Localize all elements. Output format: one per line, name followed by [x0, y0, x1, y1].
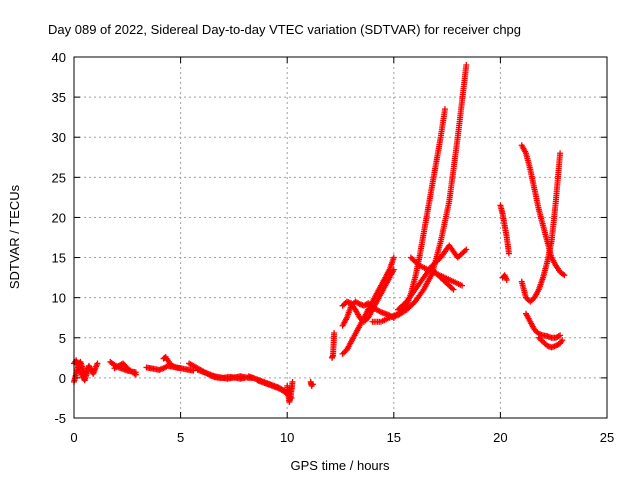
- y-tick-label: 15: [52, 251, 66, 266]
- x-axis-label: GPS time / hours: [291, 458, 390, 473]
- data-point: [441, 106, 448, 113]
- data-point: [289, 378, 296, 385]
- data-point: [450, 286, 457, 293]
- y-tick-label: 25: [52, 170, 66, 185]
- data-point: [390, 266, 397, 273]
- x-tick-label: 0: [70, 430, 77, 445]
- data-point: [557, 332, 564, 339]
- y-axis-ticks: -5 0 5 10 15 20 25 30 35 40: [52, 50, 607, 426]
- x-axis-ticks: 0 5 10 15 20 25: [70, 57, 614, 445]
- data-point: [505, 250, 512, 257]
- x-tick-label: 15: [387, 430, 401, 445]
- plot-frame: [73, 56, 608, 419]
- chart-title: Day 089 of 2022, Sidereal Day-to-day VTE…: [48, 22, 521, 37]
- y-tick-label: 0: [59, 371, 66, 386]
- data-point: [390, 254, 397, 261]
- x-tick-label: 5: [177, 430, 184, 445]
- grid: [74, 57, 607, 418]
- y-tick-label: 35: [52, 90, 66, 105]
- data-points: [71, 62, 568, 405]
- x-tick-label: 25: [600, 430, 614, 445]
- y-tick-label: 30: [52, 130, 66, 145]
- data-point: [331, 329, 338, 336]
- y-tick-label: -5: [54, 411, 66, 426]
- data-point: [503, 277, 510, 284]
- x-tick-label: 20: [493, 430, 507, 445]
- data-point: [561, 272, 568, 279]
- data-point: [309, 381, 316, 388]
- y-tick-label: 5: [59, 331, 66, 346]
- y-axis-label: SDTVAR / TECUs: [7, 184, 22, 289]
- data-point: [557, 150, 564, 157]
- data-point: [459, 282, 466, 289]
- data-point: [132, 371, 139, 378]
- data-point: [83, 370, 90, 377]
- data-point: [94, 360, 101, 367]
- data-point: [463, 62, 470, 69]
- x-tick-label: 10: [280, 430, 294, 445]
- data-point: [177, 365, 184, 372]
- y-tick-label: 10: [52, 291, 66, 306]
- data-point: [463, 246, 470, 253]
- y-tick-label: 20: [52, 210, 66, 225]
- data-point: [559, 337, 566, 344]
- y-tick-label: 40: [52, 50, 66, 65]
